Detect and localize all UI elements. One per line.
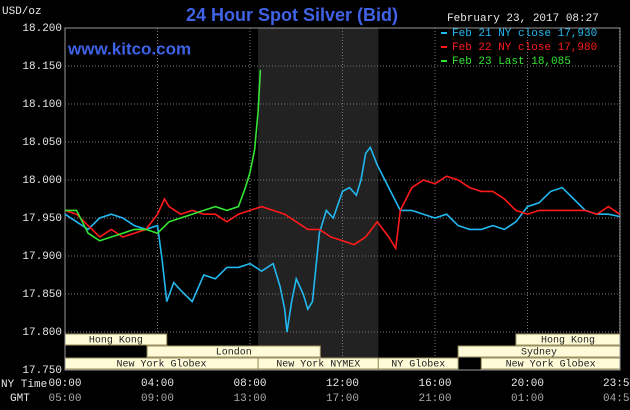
session-bar (377, 357, 459, 370)
y-tick-label: 17.800 (22, 327, 62, 339)
x-tick-label: 23:59 (603, 378, 630, 390)
y-tick-label: 17.900 (22, 251, 62, 263)
chart-title: 24 Hour Spot Silver (Bid) (186, 5, 398, 25)
y-axis-label: USD/oz (2, 6, 42, 18)
y-tick-label: 17.950 (22, 213, 62, 225)
y-tick-label: 18.050 (22, 137, 62, 149)
session-label: Hong Kong (541, 336, 595, 347)
session-label: New York Globex (506, 359, 596, 371)
x2-tick-label: 04:59 (603, 393, 630, 405)
y-tick-label: 18.000 (22, 175, 62, 187)
highlight-band (258, 28, 379, 370)
watermark: www.kitco.com (67, 39, 191, 58)
session-label: London (216, 347, 252, 359)
x-tick-label: 04:00 (141, 378, 174, 390)
y-tick-label: 17.750 (22, 365, 62, 377)
legend-label: Feb 23 Last 18,085 (452, 56, 571, 68)
y-tick-label: 18.100 (22, 99, 62, 111)
session-label: New York NYMEX (276, 359, 360, 371)
y-tick-label: 18.200 (22, 23, 62, 35)
x2-row-label: GMT (10, 393, 30, 405)
session-label: NY Globex (391, 359, 445, 371)
x2-tick-label: 09:00 (141, 393, 174, 405)
x2-tick-label: 21:00 (418, 393, 451, 405)
session-label: New York Globex (117, 359, 207, 371)
x-tick-label: 16:00 (418, 378, 451, 390)
series-line (65, 69, 262, 242)
x-tick-label: 12:00 (326, 378, 359, 390)
x-row-label: NY Time (1, 379, 47, 391)
session-bar (146, 345, 321, 358)
legend-label: Feb 21 NY close 17,930 (452, 28, 597, 40)
plot-frame (64, 27, 621, 371)
session-label: Sydney (521, 347, 557, 359)
series-line (64, 145, 620, 333)
x-tick-label: 00:00 (48, 378, 81, 390)
x2-tick-label: 01:00 (511, 393, 544, 405)
y-tick-label: 18.150 (22, 61, 62, 73)
y-tick-label: 17.850 (22, 289, 62, 301)
series-line (64, 175, 620, 251)
session-label: Hong Kong (89, 336, 143, 347)
x2-tick-label: 17:00 (326, 393, 359, 405)
legend-label: Feb 22 NY close 17,980 (452, 42, 597, 54)
x-tick-label: 20:00 (511, 378, 544, 390)
x-tick-label: 08:00 (233, 378, 266, 390)
x2-tick-label: 13:00 (233, 393, 266, 405)
x2-tick-label: 05:00 (48, 393, 81, 405)
timestamp: February 23, 2017 08:27 (447, 13, 599, 25)
